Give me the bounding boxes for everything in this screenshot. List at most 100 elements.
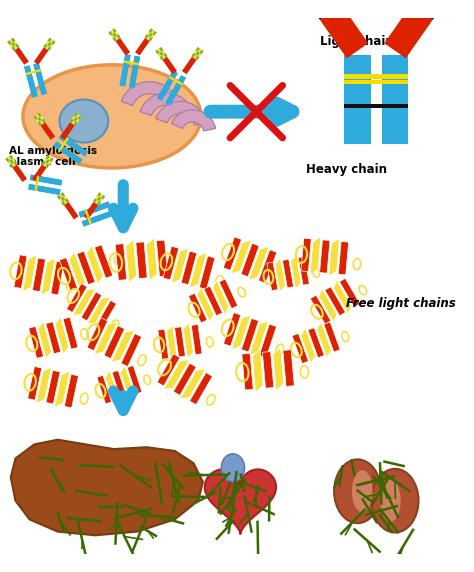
Text: AL amyloidosis
plasma cell: AL amyloidosis plasma cell [9, 146, 97, 168]
Polygon shape [166, 325, 177, 361]
Bar [37, 113, 41, 117]
Polygon shape [173, 363, 196, 395]
Polygon shape [241, 243, 259, 277]
Bar [33, 63, 47, 95]
Bar [411, 0, 454, 20]
Polygon shape [301, 238, 311, 272]
Bar [82, 210, 114, 227]
Bar [384, 5, 433, 58]
Bar [93, 192, 105, 205]
Polygon shape [308, 328, 324, 358]
Bar [43, 43, 47, 48]
Bar [145, 34, 148, 39]
Polygon shape [190, 253, 207, 288]
Polygon shape [324, 322, 340, 352]
Bar [93, 198, 97, 203]
Bar [169, 76, 183, 86]
Polygon shape [310, 237, 321, 275]
Bar [47, 42, 52, 46]
Polygon shape [46, 322, 61, 353]
Bar [50, 157, 54, 162]
Ellipse shape [352, 470, 373, 513]
Polygon shape [121, 333, 142, 367]
Polygon shape [275, 259, 285, 292]
Bar [113, 37, 117, 42]
Polygon shape [204, 286, 222, 316]
Bar [119, 54, 131, 86]
Polygon shape [191, 324, 202, 355]
Bar [24, 65, 38, 98]
Polygon shape [319, 289, 337, 322]
Bar [320, 5, 368, 58]
Polygon shape [223, 237, 242, 271]
Bar [419, 2, 431, 15]
Polygon shape [105, 371, 118, 404]
Polygon shape [104, 325, 125, 359]
Bar [148, 37, 153, 42]
Bar [26, 69, 41, 76]
Bar [345, 80, 408, 85]
Bar [12, 164, 27, 182]
Polygon shape [115, 244, 127, 280]
Bar [24, 65, 38, 98]
Bar [109, 28, 121, 42]
Bar [59, 134, 88, 156]
Polygon shape [328, 239, 339, 276]
Bar [9, 155, 13, 159]
Polygon shape [28, 327, 44, 358]
Polygon shape [163, 247, 179, 280]
Bar [58, 137, 69, 151]
Bar [14, 47, 29, 65]
Polygon shape [190, 372, 212, 405]
Bar [73, 117, 78, 121]
Bar [74, 113, 78, 117]
Polygon shape [164, 360, 190, 390]
Bar [97, 192, 101, 197]
Ellipse shape [221, 454, 245, 482]
Bar [41, 155, 54, 168]
Ellipse shape [60, 100, 108, 142]
Polygon shape [63, 317, 78, 349]
Polygon shape [87, 318, 108, 351]
Bar [34, 113, 46, 126]
Ellipse shape [372, 469, 419, 533]
Polygon shape [325, 287, 346, 316]
Polygon shape [338, 241, 348, 275]
Bar [112, 33, 117, 37]
Polygon shape [127, 366, 142, 394]
Polygon shape [69, 252, 85, 291]
Bar [9, 159, 14, 164]
Bar [64, 202, 79, 220]
Bar [37, 117, 42, 121]
Polygon shape [283, 349, 294, 387]
Polygon shape [41, 258, 55, 295]
Bar [195, 51, 200, 56]
Bar [322, 2, 334, 15]
Ellipse shape [380, 479, 401, 522]
Bar [42, 119, 46, 123]
Polygon shape [11, 440, 203, 535]
Polygon shape [32, 258, 46, 292]
Bar [53, 141, 82, 164]
Polygon shape [36, 367, 52, 403]
Polygon shape [77, 251, 95, 285]
Bar [30, 174, 62, 185]
Bar [28, 184, 61, 195]
Polygon shape [232, 315, 251, 349]
Bar [155, 50, 159, 54]
Bar [117, 34, 121, 39]
Polygon shape [181, 251, 197, 285]
Polygon shape [66, 284, 87, 312]
Bar [57, 195, 61, 200]
Polygon shape [267, 262, 278, 291]
Polygon shape [38, 321, 52, 359]
Bar [196, 47, 200, 51]
Bar [9, 164, 14, 168]
Bar [33, 63, 47, 95]
Polygon shape [136, 242, 147, 279]
Bar [52, 41, 55, 45]
Bar [30, 174, 62, 185]
Bar [345, 55, 371, 145]
Polygon shape [180, 369, 206, 399]
Text: Heavy chain: Heavy chain [306, 163, 387, 176]
